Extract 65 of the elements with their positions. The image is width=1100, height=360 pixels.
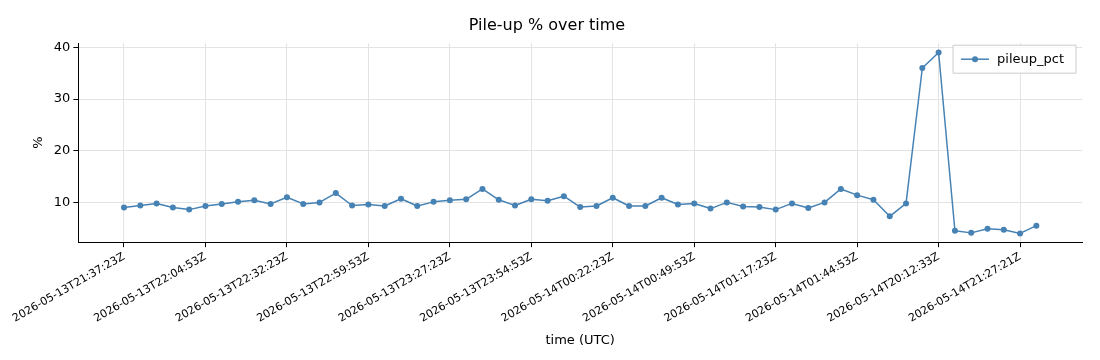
point [788,200,795,207]
point [723,199,730,206]
point [495,196,502,203]
point [740,203,747,210]
point [300,200,307,207]
point [1033,222,1040,229]
point [430,198,437,205]
point [1000,226,1007,233]
y-tick-label: 20 [53,142,71,158]
point [202,203,209,209]
point [593,203,600,209]
point [756,204,763,211]
point [267,200,274,207]
point [121,204,127,211]
y-axis-title: % [30,136,46,149]
point [446,197,453,204]
legend-label: pileup_pct [997,50,1065,66]
point [919,65,926,72]
point [1017,230,1024,237]
point [903,200,910,207]
point [512,202,519,209]
point [870,196,877,203]
point [169,204,176,211]
point [397,195,404,202]
chart-title: Pile-up % over time [468,14,626,34]
point [772,206,779,213]
point [658,194,665,201]
point [463,196,470,203]
point [381,203,388,209]
point [951,227,958,234]
point [560,193,567,200]
point [837,185,844,192]
point [186,206,193,213]
point [316,199,323,206]
point [332,190,339,197]
point [414,203,421,209]
point [365,201,372,208]
point [528,196,535,203]
y-tick-label: 10 [53,193,71,209]
point [626,203,633,209]
point [935,49,942,56]
point [984,225,991,232]
point [609,194,616,201]
x-axis-title: time (UTC) [545,331,615,347]
point [577,204,584,211]
point [642,203,649,209]
point [674,201,681,208]
point [283,194,290,201]
point [153,200,160,207]
point [235,198,242,205]
point [479,185,486,192]
point [707,205,714,212]
point [349,202,356,209]
y-tick-label: 30 [53,90,71,106]
point [544,197,551,204]
point [137,202,144,209]
point [805,205,812,212]
point [854,192,861,199]
point [691,200,698,207]
point [886,213,893,220]
y-tick-label: 40 [53,38,71,54]
point [218,200,225,207]
point [968,229,975,236]
point [821,199,828,206]
point [251,197,258,204]
